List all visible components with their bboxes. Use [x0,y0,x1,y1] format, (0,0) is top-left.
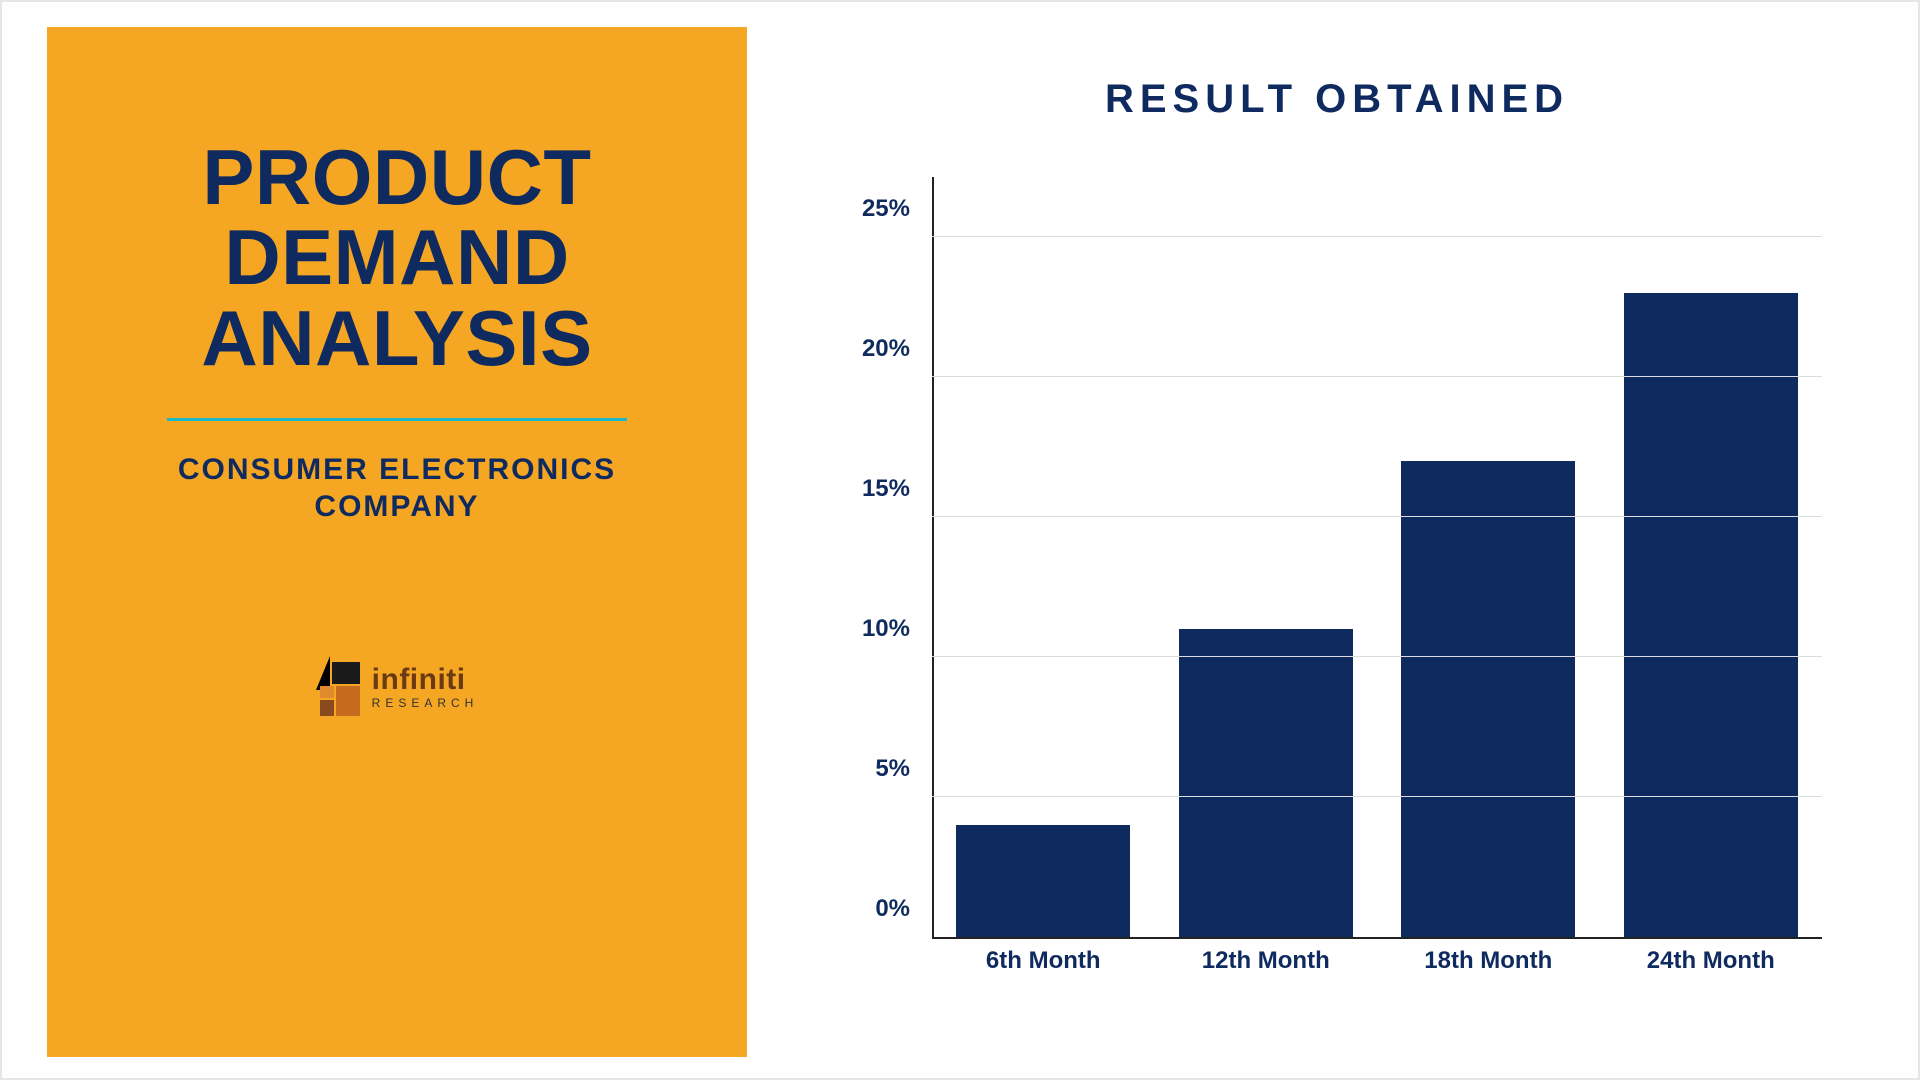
bar-slot: 6th Month [932,237,1155,937]
grid-line [932,796,1822,797]
bar [1624,293,1798,937]
bar-slot: 18th Month [1377,237,1600,937]
logo-mark-icon [316,656,362,718]
x-tick-label: 12th Month [1155,947,1378,975]
slide-frame: PRODUCT DEMAND ANALYSIS CONSUMER ELECTRO… [0,0,1920,1080]
main-title: PRODUCT DEMAND ANALYSIS [201,137,592,378]
subtitle: CONSUMER ELECTRONICS COMPANY [178,451,616,526]
bar [1179,629,1353,937]
grid-line [932,376,1822,377]
title-line-3: ANALYSIS [201,298,592,378]
y-tick-label: 25% [842,195,922,223]
accent-divider [167,418,627,421]
bar [1401,461,1575,937]
right-panel: RESULT OBTAINED 6th Month12th Month18th … [782,47,1872,1047]
logo-subtext: RESEARCH [372,697,479,709]
y-tick-label: 20% [842,335,922,363]
x-tick-label: 18th Month [1377,947,1600,975]
x-tick-label: 24th Month [1600,947,1823,975]
grid-line [932,656,1822,657]
left-panel: PRODUCT DEMAND ANALYSIS CONSUMER ELECTRO… [47,27,747,1057]
y-tick-label: 10% [842,615,922,643]
x-axis-line [932,937,1822,939]
bars-container: 6th Month12th Month18th Month24th Month [932,237,1822,937]
logo-word: infiniti [372,665,479,695]
y-tick-label: 0% [842,895,922,923]
logo-text: infiniti RESEARCH [372,665,479,709]
bar-chart: 6th Month12th Month18th Month24th Month … [842,177,1842,997]
grid-line [932,236,1822,237]
bar-slot: 24th Month [1600,237,1823,937]
subtitle-line-1: CONSUMER ELECTRONICS [178,451,616,489]
canvas: PRODUCT DEMAND ANALYSIS CONSUMER ELECTRO… [0,0,1920,1080]
y-tick-label: 15% [842,475,922,503]
x-tick-label: 6th Month [932,947,1155,975]
grid-line [932,516,1822,517]
y-tick-label: 5% [842,755,922,783]
subtitle-line-2: COMPANY [178,488,616,526]
title-line-2: DEMAND [201,217,592,297]
bar [956,825,1130,937]
chart-title: RESULT OBTAINED [842,77,1832,122]
brand-logo: infiniti RESEARCH [316,656,479,718]
bar-slot: 12th Month [1155,237,1378,937]
title-line-1: PRODUCT [201,137,592,217]
